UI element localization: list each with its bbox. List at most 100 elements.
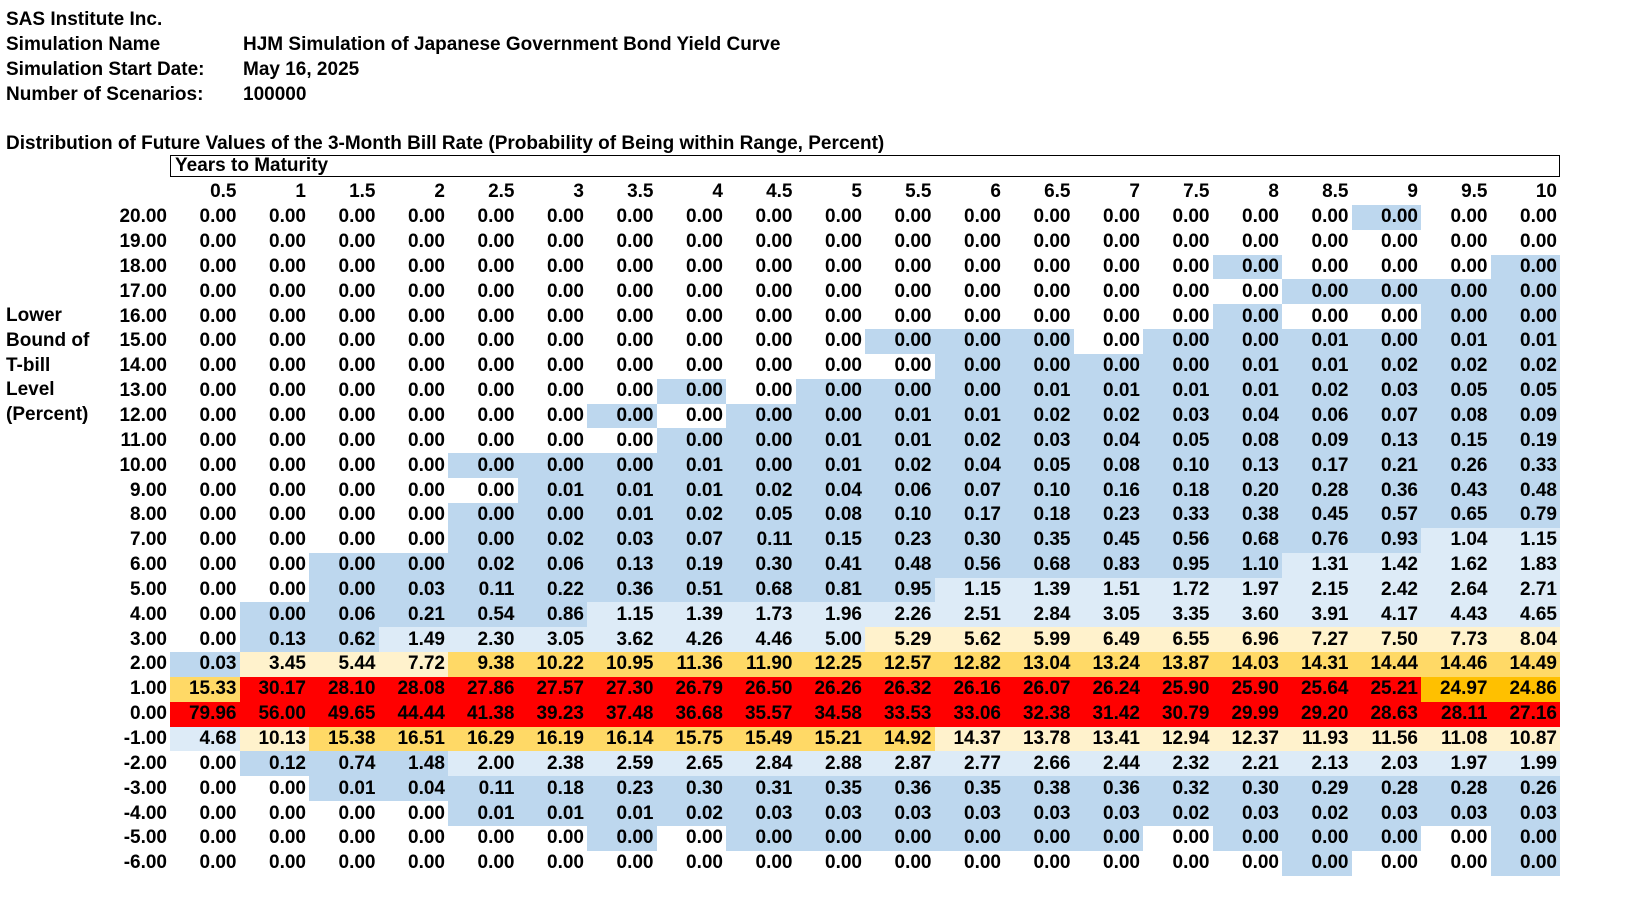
table-cell: 1.49: [378, 627, 448, 653]
table-cell: 26.26: [795, 676, 865, 702]
table-cell: 26.24: [1073, 676, 1143, 702]
table-cell: 0.57: [1351, 502, 1421, 528]
table-cell: 0.00: [865, 254, 935, 280]
table-cell: 0.00: [170, 279, 240, 305]
table-cell: 16.29: [448, 726, 518, 752]
table-cell: 0.03: [1421, 801, 1491, 826]
table-cell: 0.68: [1004, 552, 1074, 578]
table-cell: 6.55: [1143, 627, 1213, 653]
table-cell: 0.15: [1421, 428, 1491, 454]
table-cell: 0.10: [1004, 478, 1074, 503]
table-cell: 1.10: [1212, 552, 1282, 578]
table-cell: 13.41: [1073, 726, 1143, 752]
table-cell: 0.04: [1073, 428, 1143, 454]
table-cell: 0.00: [1212, 329, 1282, 354]
table-cell: 0.00: [1212, 254, 1282, 280]
table-cell: 0.00: [517, 204, 587, 230]
table-cell: 0.01: [517, 478, 587, 503]
table-cell: 2.26: [865, 602, 935, 628]
row-label: 16.00: [119, 305, 167, 327]
table-cell: 0.00: [795, 304, 865, 330]
table-cell: 0.00: [726, 428, 796, 454]
table-cell: 0.00: [170, 552, 240, 578]
table-cell: 0.00: [934, 378, 1004, 404]
table-cell: 0.01: [309, 776, 379, 802]
table-cell: 0.35: [1004, 527, 1074, 553]
table-cell: 0.10: [865, 502, 935, 528]
table-cell: 0.02: [656, 801, 726, 826]
table-cell: 0.01: [656, 478, 726, 503]
table-cell: 0.00: [378, 279, 448, 305]
table-cell: 0.35: [934, 776, 1004, 802]
table-cell: 0.00: [309, 577, 379, 603]
table-cell: 0.93: [1351, 527, 1421, 553]
table-cell: 2.32: [1143, 751, 1213, 777]
table-cell: 0.00: [239, 453, 309, 479]
table-cell: 0.09: [1282, 428, 1352, 454]
table-cell: 0.00: [239, 353, 309, 379]
table-cell: 0.00: [448, 229, 518, 255]
table-cell: 0.23: [865, 527, 935, 553]
table-cell: 0.02: [1004, 403, 1074, 429]
table-cell: 0.00: [1490, 279, 1560, 305]
table-cell: 2.51: [934, 602, 1004, 628]
table-cell: 0.26: [1490, 776, 1560, 802]
table-cell: 2.44: [1073, 751, 1143, 777]
table-cell: 1.15: [934, 577, 1004, 603]
table-cell: 0.00: [1143, 850, 1213, 876]
table-cell: 0.00: [1421, 850, 1491, 876]
table-cell: 28.63: [1351, 701, 1421, 727]
table-cell: 0.00: [239, 801, 309, 826]
table-cell: 0.00: [587, 378, 657, 404]
table-cell: 0.02: [1143, 801, 1213, 826]
table-cell: 0.12: [239, 751, 309, 777]
table-cell: 0.00: [517, 254, 587, 280]
table-cell: 3.05: [1073, 602, 1143, 628]
table-cell: 0.33: [1143, 502, 1213, 528]
table-cell: 0.11: [448, 577, 518, 603]
table-cell: 0.00: [448, 204, 518, 230]
table-row: 10.00 0.00 0.00 0.00 0.00 0.00 0.00 0.00 0.01 0.0…: [108, 453, 1560, 479]
table-cell: 0.00: [309, 850, 379, 876]
table-cell: 0.08: [1212, 428, 1282, 454]
table-cell: 0.07: [656, 527, 726, 553]
table-row: -1.00 4.68 10.13 15.38 16.51 16.29 16.19 16.14 1…: [108, 726, 1560, 752]
table-cell: 0.00: [726, 304, 796, 330]
table-cell: 0.00: [1282, 304, 1352, 330]
table-title: Distribution of Future Values of the 3-M…: [6, 133, 885, 154]
row-label: 20.00: [119, 206, 167, 228]
table-cell: 0.00: [1351, 329, 1421, 354]
column-header-2.5: 2.5: [488, 181, 515, 203]
table-cell: 0.02: [1421, 353, 1491, 379]
table-cell: 2.30: [448, 627, 518, 653]
table-row: 1.00 15.33 30.17 28.10 28.08 27.86 27.57 27.30 2…: [108, 676, 1560, 702]
table-cell: 0.48: [1490, 478, 1560, 503]
scenarios-row: Number of Scenarios: 100000: [6, 82, 306, 107]
table-cell: 0.21: [1351, 453, 1421, 479]
table-cell: 0.00: [587, 353, 657, 379]
table-cell: 0.02: [865, 453, 935, 479]
table-cell: 0.00: [587, 825, 657, 851]
table-cell: 0.00: [378, 204, 448, 230]
table-cell: 0.00: [1143, 304, 1213, 330]
table-cell: 2.88: [795, 751, 865, 777]
table-cell: 2.03: [1351, 751, 1421, 777]
table-cell: 7.73: [1421, 627, 1491, 653]
table-cell: 0.00: [795, 403, 865, 429]
table-row: 11.00 0.00 0.00 0.00 0.00 0.00 0.00 0.00 0.00 0.0…: [108, 428, 1560, 454]
table-cell: 3.62: [587, 627, 657, 653]
table-body: 20.00 0.00 0.00 0.00 0.00 0.00 0.00 0.00 0.00 0.0…: [108, 204, 1560, 876]
table-cell: 6.49: [1073, 627, 1143, 653]
table-cell: 0.00: [1282, 254, 1352, 280]
table-cell: 0.03: [1351, 378, 1421, 404]
table-cell: 0.03: [1004, 428, 1074, 454]
table-cell: 0.00: [1004, 353, 1074, 379]
table-cell: 4.43: [1421, 602, 1491, 628]
table-cell: 0.36: [865, 776, 935, 802]
table-cell: 11.93: [1282, 726, 1352, 752]
table-cell: 0.41: [795, 552, 865, 578]
table-cell: 1.72: [1143, 577, 1213, 603]
table-cell: 0.45: [1282, 502, 1352, 528]
table-cell: 0.00: [170, 527, 240, 553]
table-cell: 1.96: [795, 602, 865, 628]
